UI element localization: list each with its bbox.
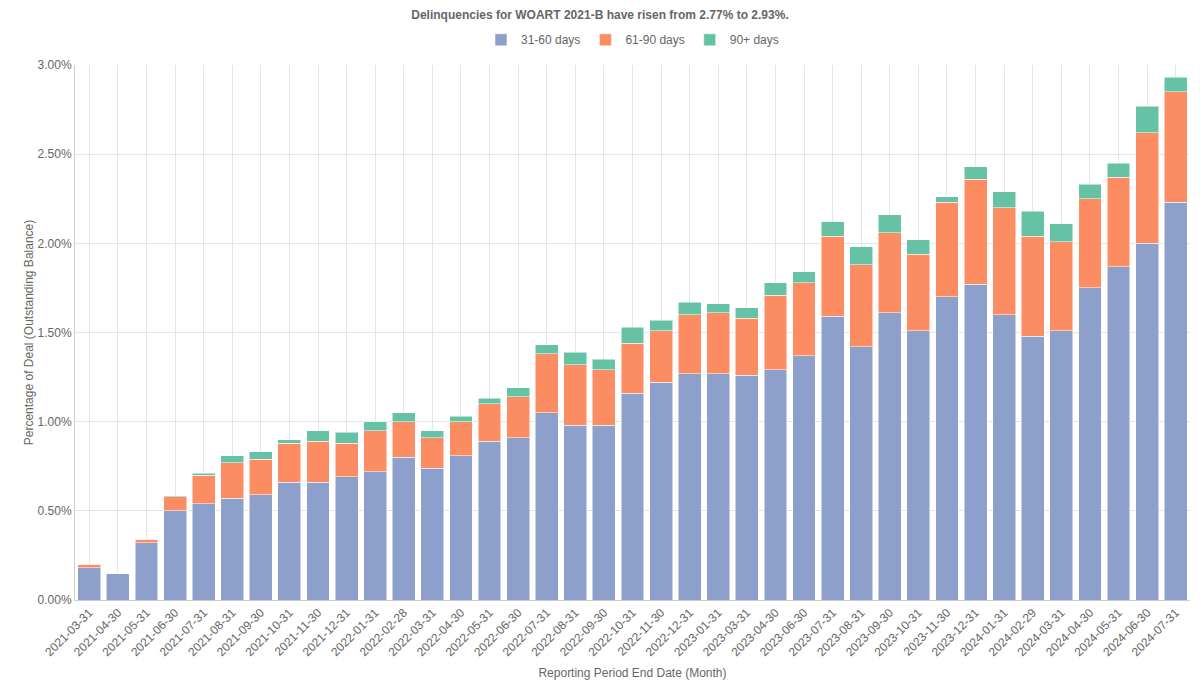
svg-text:2021-12-31: 2021-12-31	[300, 606, 354, 660]
svg-text:2024-02-29: 2024-02-29	[986, 606, 1040, 660]
svg-text:2.50%: 2.50%	[38, 147, 72, 161]
svg-text:2021-11-30: 2021-11-30	[272, 606, 325, 659]
svg-text:2022-05-31: 2022-05-31	[443, 606, 497, 660]
svg-text:2021-09-30: 2021-09-30	[214, 606, 268, 660]
svg-text:2022-04-30: 2022-04-30	[414, 606, 468, 660]
svg-text:2022-07-31: 2022-07-31	[500, 606, 554, 660]
svg-text:0.00%: 0.00%	[38, 593, 72, 607]
svg-text:Reporting Period End Date (Mon: Reporting Period End Date (Month)	[538, 666, 726, 680]
svg-text:90+ days: 90+ days	[730, 33, 779, 47]
svg-text:2023-10-31: 2023-10-31	[871, 606, 925, 660]
svg-text:2023-12-31: 2023-12-31	[929, 606, 983, 660]
svg-text:2024-06-30: 2024-06-30	[1100, 606, 1154, 660]
svg-text:2023-11-30: 2023-11-30	[901, 606, 954, 659]
svg-text:2022-06-30: 2022-06-30	[471, 606, 525, 660]
svg-text:2021-06-30: 2021-06-30	[128, 606, 182, 660]
svg-text:2024-01-31: 2024-01-31	[957, 606, 1011, 660]
svg-text:61-90 days: 61-90 days	[625, 33, 684, 47]
svg-text:2023-04-30: 2023-04-30	[729, 606, 783, 660]
svg-text:0.50%: 0.50%	[38, 504, 72, 518]
svg-text:31-60 days: 31-60 days	[521, 33, 580, 47]
svg-text:Delinquencies for WOART 2021-B: Delinquencies for WOART 2021-B have rise…	[411, 8, 788, 22]
svg-text:2022-09-30: 2022-09-30	[557, 606, 611, 660]
svg-text:2024-07-31: 2024-07-31	[1129, 606, 1183, 660]
svg-text:2022-02-28: 2022-02-28	[357, 606, 411, 660]
svg-text:Percentage of Deal (Outstandin: Percentage of Deal (Outstanding Balance)	[22, 220, 36, 445]
svg-text:2021-08-31: 2021-08-31	[185, 606, 239, 660]
svg-text:2023-09-30: 2023-09-30	[843, 606, 897, 660]
svg-text:2023-01-31: 2023-01-31	[671, 606, 725, 660]
svg-text:2022-03-31: 2022-03-31	[385, 606, 439, 660]
svg-text:2022-01-31: 2022-01-31	[328, 606, 382, 660]
svg-text:2021-10-31: 2021-10-31	[242, 606, 296, 660]
svg-text:2021-05-31: 2021-05-31	[100, 606, 154, 660]
svg-text:2023-08-31: 2023-08-31	[814, 606, 868, 660]
svg-text:1.50%: 1.50%	[38, 326, 72, 340]
svg-text:2022-11-30: 2022-11-30	[615, 606, 668, 659]
svg-text:2021-03-31: 2021-03-31	[42, 606, 96, 660]
svg-text:2024-04-30: 2024-04-30	[1043, 606, 1097, 660]
svg-text:2023-07-31: 2023-07-31	[786, 606, 840, 660]
svg-text:2022-12-31: 2022-12-31	[643, 606, 697, 660]
svg-text:2021-07-31: 2021-07-31	[157, 606, 211, 660]
svg-text:2024-03-31: 2024-03-31	[1014, 606, 1068, 660]
svg-text:2022-08-31: 2022-08-31	[528, 606, 582, 660]
svg-text:2.00%: 2.00%	[38, 237, 72, 251]
svg-text:3.00%: 3.00%	[38, 58, 72, 72]
svg-text:2021-04-30: 2021-04-30	[71, 606, 125, 660]
svg-text:2024-05-31: 2024-05-31	[1072, 606, 1126, 660]
svg-text:1.00%: 1.00%	[38, 415, 72, 429]
svg-text:2023-06-30: 2023-06-30	[757, 606, 811, 660]
svg-text:2022-10-31: 2022-10-31	[586, 606, 640, 660]
svg-text:2023-03-31: 2023-03-31	[700, 606, 754, 660]
